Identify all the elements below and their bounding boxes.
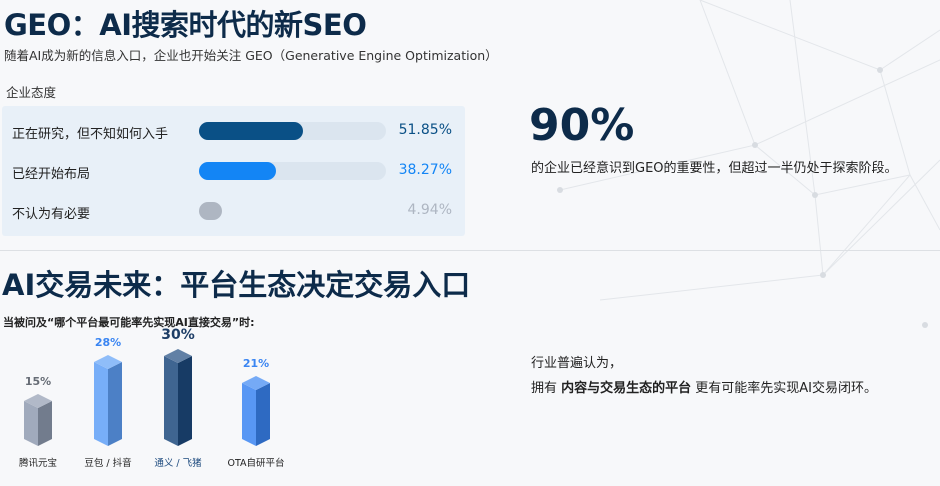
attitude-row: 已经开始布局 38.27% [12,161,452,182]
attitude-row: 不认为有必要 4.94% [12,201,452,222]
bar-3 [242,376,270,446]
attitude-label: 不认为有必要 [12,207,91,222]
attitude-heading: 企业态度 [6,85,57,100]
page-subtitle: 随着AI成为新的信息入口，企业也开始关注 GEO（Generative Engi… [4,48,498,63]
bar-face-right [108,362,122,446]
section-divider [0,250,940,251]
conclusion-bold: 内容与交易生态的平台 [561,381,692,396]
chart-question: 当被问及“哪个平台最可能率先实现AI直接交易”时: [3,316,255,329]
page-title: GEO：AI搜索时代的新SEO [4,8,367,42]
attitude-label: 正在研究，但不知如何入手 [12,127,169,142]
conclusion-post: 更有可能率先实现AI交易闭环。 [691,381,878,396]
attitude-panel: 正在研究，但不知如何入手 51.85% 已经开始布局 38.27% 不认为有必要… [2,106,465,236]
bar-value-label: 15% [24,375,52,388]
progress-fill [199,162,276,180]
bar-face-left [164,356,178,446]
bar-face-left [94,362,108,446]
bar-face-left [242,383,256,446]
progress-track [199,162,386,180]
bar-value-label: 21% [242,357,270,370]
section2-title: AI交易未来：平台生态决定交易入口 [2,268,471,302]
bar-value-label: 30% [161,327,195,343]
bar-1 [94,355,122,446]
bar-face-right [256,383,270,446]
bar-category-label: 通义 / 飞猪 [154,458,202,469]
bar-face-left [24,401,38,446]
conclusion-line1: 行业普遍认为， [531,356,623,371]
attitude-value: 51.85% [398,122,452,138]
progress-fill [199,202,222,220]
bar-2 [164,349,192,446]
bar-face-top [242,376,270,390]
progress-track [199,202,386,220]
bar-face-top [94,355,122,369]
bar-value-label: 28% [94,336,122,349]
bar-category-label: 腾讯元宝 [18,458,58,469]
bar-face-right [38,401,52,446]
attitude-label: 已经开始布局 [12,167,91,182]
conclusion-line2: 拥有 内容与交易生态的平台 更有可能率先实现AI交易闭环。 [531,377,877,396]
bar-category-label: 豆包 / 抖音 [84,458,132,469]
chart-labels: 15% 腾讯元宝 28% 豆包 / 抖音 30% 通义 / 飞猪 21% OTA自研平台 [0,327,320,480]
bar-category-label: OTA自研平台 [227,458,285,469]
attitude-row: 正在研究，但不知如何入手 51.85% [12,121,452,142]
bar-face-right [178,356,192,446]
progress-track [199,122,386,140]
conclusion-pre: 拥有 [531,381,562,396]
highlight-text: 的企业已经意识到GEO的重要性，但超过一半仍处于探索阶段。 [531,161,898,176]
bar-0 [24,394,52,446]
attitude-value: 4.94% [407,202,452,218]
bar-face-top [24,394,52,408]
highlight-value: 90% [529,100,635,151]
progress-fill [199,122,303,140]
platform-bar-chart [24,349,270,446]
bar-face-top [164,349,192,363]
attitude-value: 38.27% [398,162,452,178]
